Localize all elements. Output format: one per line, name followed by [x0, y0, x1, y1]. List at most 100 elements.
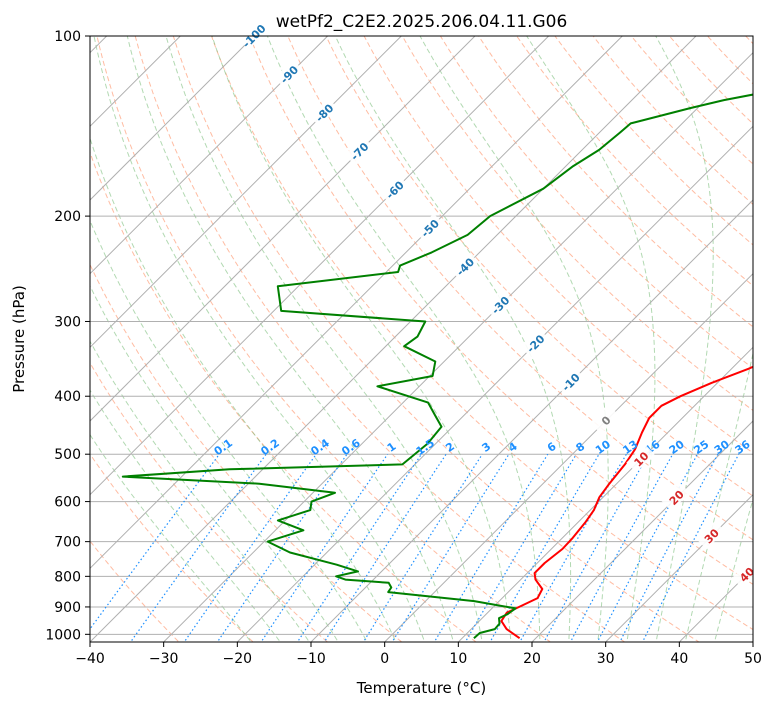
mixing-ratio-line — [323, 453, 447, 642]
isotherm-line — [90, 36, 255, 201]
moist-adiabat-line — [684, 351, 753, 642]
moist-adiabat-line — [90, 340, 310, 642]
isotherm-label-bg — [344, 136, 374, 165]
moist-adiabat-line — [90, 136, 397, 642]
y-tick-label: 100 — [54, 29, 81, 45]
mixing-ratio-line — [569, 453, 674, 642]
dry-adiabat-line — [363, 36, 753, 454]
moist-adiabat-line — [90, 219, 368, 642]
moist-adiabat-line — [211, 36, 512, 642]
isotherm-line — [531, 420, 753, 642]
y-tick-label: 800 — [54, 569, 81, 585]
y-tick-label: 1000 — [45, 627, 81, 643]
mixing-ratio-line — [296, 453, 422, 642]
isotherm-label-bg — [379, 175, 409, 204]
moist-adiabat-line — [90, 389, 281, 642]
x-axis-title: Temperature (°C) — [356, 679, 486, 697]
isotherm-label-bg — [274, 59, 303, 88]
y-axis-title: Pressure (hPa) — [10, 285, 28, 393]
y-tick-label: 600 — [54, 495, 81, 511]
mixing-ratio-line — [641, 453, 740, 642]
isotherm-label-bg — [555, 367, 585, 396]
isotherm-line — [384, 272, 753, 642]
dry-adiabat-line — [287, 36, 753, 541]
isotherm-label-bg — [415, 213, 444, 242]
isotherm-label-bg — [626, 444, 655, 473]
mixing-ratio-line — [90, 453, 220, 630]
x-tick-label: −40 — [75, 651, 105, 667]
moist-adiabat-line — [165, 36, 483, 642]
mixing-ratio-line — [362, 453, 483, 642]
mixing-ratio-line — [619, 453, 719, 642]
moist-adiabat-line — [526, 36, 656, 642]
mixing-ratio-line — [391, 453, 510, 642]
isotherm-line — [90, 36, 623, 570]
temperature-profile-line — [500, 365, 753, 640]
isotherm-label-bg — [661, 482, 690, 512]
mixing-ratio-line — [216, 453, 348, 642]
y-tick-label: 700 — [54, 535, 81, 551]
mixing-ratio-line — [129, 453, 267, 642]
mixing-ratio-line — [260, 453, 389, 642]
x-tick-label: 50 — [744, 651, 762, 667]
isotherm-line — [457, 346, 753, 642]
isotherm-line — [310, 199, 753, 642]
dewpoint-profile-line — [121, 93, 753, 639]
moist-adiabat-line — [713, 497, 753, 642]
moist-adiabat-line — [93, 36, 426, 642]
dry-adiabat-line — [401, 36, 753, 411]
profile-lines — [121, 93, 753, 640]
y-tick-label: 300 — [54, 314, 81, 330]
chart-title: wetPf2_C2E2.2025.206.04.11.G06 — [276, 12, 568, 32]
isotherm-label-bg — [309, 98, 338, 127]
y-tick-label: 200 — [54, 209, 81, 225]
moist-adiabat-line — [266, 36, 541, 642]
x-tick-label: 30 — [597, 651, 615, 667]
mixing-ratio-line — [183, 453, 317, 642]
x-tick-label: −30 — [149, 651, 179, 667]
y-tick-label: 900 — [54, 600, 81, 616]
isotherm-line — [90, 36, 402, 349]
dry-adiabat-line — [516, 36, 753, 287]
moist-adiabat-line — [655, 36, 714, 642]
x-tick-label: −20 — [223, 651, 253, 667]
y-axis-ticks: 100 200 300 400 500 600 700 800 900 1000 — [45, 29, 90, 643]
dry-adiabat-line — [172, 36, 700, 642]
moist-adiabat-line — [90, 284, 339, 642]
dry-adiabat-line — [90, 263, 403, 642]
moist-adiabat-line — [90, 433, 252, 642]
isotherm-label-bg — [450, 251, 479, 281]
moist-adiabat-line — [419, 36, 609, 642]
moist-adiabat-line — [126, 36, 454, 642]
isotherm-label-bg — [485, 290, 514, 319]
x-tick-label: 0 — [380, 651, 389, 667]
isotherm-line — [90, 36, 476, 422]
y-tick-label: 500 — [54, 447, 81, 463]
dry-adiabat-line — [325, 36, 753, 497]
dry-adiabat-line — [210, 36, 753, 631]
x-tick-label: 10 — [449, 651, 467, 667]
mixing-ratio-line — [464, 453, 577, 642]
dry-adiabat-line — [134, 36, 626, 642]
background-lines — [90, 36, 753, 642]
dry-adiabat-line — [249, 36, 753, 585]
isotherm-label: 0 — [591, 405, 620, 435]
dry-adiabat-line — [478, 36, 753, 328]
isotherm-line — [90, 36, 550, 496]
x-tick-label: 20 — [523, 651, 541, 667]
isotherm-label-bg — [520, 328, 550, 358]
isotherm-line — [163, 51, 753, 642]
plot-frame — [89, 35, 754, 643]
x-axis-ticks: −40 −30 −20 −10 0 10 20 30 40 50 — [75, 642, 762, 667]
x-tick-label: 40 — [670, 651, 688, 667]
x-tick-label: −10 — [296, 651, 326, 667]
isotherm-line — [90, 36, 329, 275]
isotherm-label-bg — [696, 521, 726, 550]
isotherm-line — [90, 36, 697, 642]
y-tick-label: 400 — [54, 389, 81, 405]
dry-adiabat-line — [90, 540, 180, 642]
isotherm-label-bg — [591, 405, 620, 435]
isotherm-label-bg — [239, 21, 268, 50]
